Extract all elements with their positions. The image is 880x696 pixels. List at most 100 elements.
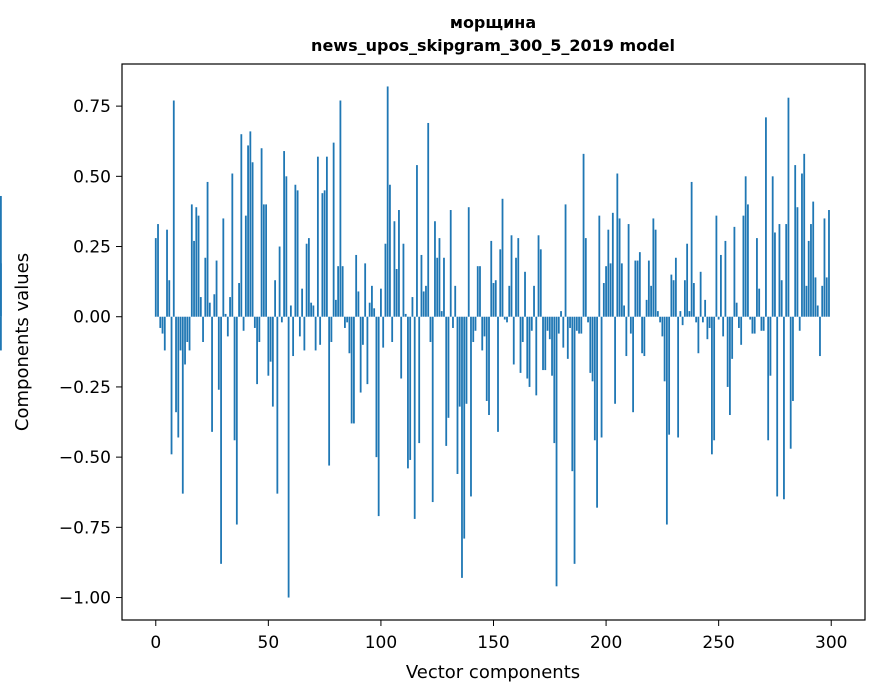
bar-285 (796, 207, 799, 317)
bar-148 (488, 316, 490, 416)
bar-123 (431, 316, 434, 503)
bar-224 (659, 316, 662, 323)
bar-133 (454, 285, 457, 317)
bar-107 (395, 268, 398, 317)
bar-207 (620, 263, 623, 317)
bar-199 (602, 283, 605, 317)
bar-67 (305, 243, 308, 317)
bar-144 (479, 266, 481, 317)
bar-49 (265, 204, 267, 317)
bar-32 (226, 316, 229, 337)
bar-74 (321, 193, 324, 317)
bar-181 (562, 316, 565, 348)
bar-197 (598, 215, 601, 317)
bar-30 (222, 218, 225, 317)
y-tick-label--1: −1.00 (59, 589, 111, 609)
bar-89 (355, 254, 358, 317)
bar-195 (593, 316, 596, 441)
bar-265 (751, 316, 754, 334)
bar-234 (681, 316, 684, 326)
bar-56 (280, 316, 283, 323)
bar-286 (798, 316, 801, 331)
bar-149 (490, 240, 493, 317)
bar-45 (256, 316, 258, 385)
bar-183 (566, 316, 569, 359)
x-axis-label: Vector components (406, 662, 580, 683)
bar-43 (251, 162, 254, 317)
bar-152 (497, 316, 499, 432)
bar-68 (307, 238, 310, 317)
bar-209 (625, 316, 628, 357)
bar-65 (301, 288, 304, 317)
bar-112 (407, 316, 409, 469)
bar-298 (825, 277, 828, 317)
bar-228 (668, 316, 671, 435)
bar-101 (382, 316, 385, 348)
bar-158 (510, 235, 513, 317)
bar-44 (253, 316, 256, 328)
y-axis-ticks: 0.75 0.50 0.25 0.00 −0.25 −0.50 −0.75 −1.00 (59, 97, 122, 609)
bar-93 (364, 263, 367, 317)
bar-6 (168, 280, 171, 317)
bar-36 (235, 316, 238, 525)
bar-227 (665, 316, 668, 525)
chart-title: морщина (450, 13, 536, 32)
y-tick-label--0.75: −0.75 (59, 518, 111, 538)
bar-108 (398, 210, 400, 317)
bar-232 (677, 316, 680, 438)
bar-196 (596, 316, 598, 508)
bar-126 (438, 238, 441, 317)
bar-14 (186, 316, 189, 342)
bar-111 (404, 313, 407, 317)
bar-240 (695, 316, 698, 323)
bar-167 (530, 316, 533, 331)
bar-263 (747, 204, 749, 317)
bar-159 (512, 316, 515, 365)
x-tick-label-0: 0 (150, 633, 161, 653)
bar-257 (733, 226, 736, 317)
bar-46 (258, 316, 261, 342)
bar-145 (481, 316, 484, 351)
bar-233 (679, 311, 682, 317)
bar-2 (159, 316, 162, 328)
bar-115 (413, 316, 416, 519)
bar-66 (303, 316, 306, 351)
bar-147 (485, 316, 488, 401)
bar-undefined (0, 316, 2, 351)
bar-122 (429, 316, 432, 342)
bar-191 (584, 238, 587, 317)
bar-261 (742, 215, 745, 317)
bar-225 (661, 316, 664, 337)
bar-173 (544, 316, 547, 371)
bar-214 (636, 260, 639, 317)
bar-75 (323, 190, 326, 317)
bar-50 (267, 316, 270, 376)
bar-150 (492, 283, 495, 317)
bar-128 (443, 257, 445, 317)
bar-266 (753, 316, 756, 334)
bar-61 (292, 316, 295, 357)
bar-117 (418, 316, 421, 444)
bar-174 (546, 316, 549, 331)
bar-192 (587, 316, 589, 323)
bar-289 (805, 285, 808, 317)
bar-177 (553, 316, 556, 444)
bar-13 (184, 316, 186, 365)
bar-37 (238, 283, 240, 317)
bar-83 (341, 266, 344, 317)
bar-295 (819, 316, 821, 357)
bar-182 (564, 204, 567, 317)
bar-156 (506, 316, 508, 323)
bar-125 (436, 257, 439, 317)
bar-255 (729, 316, 731, 416)
bar-39 (242, 316, 245, 331)
bar-102 (384, 243, 387, 317)
bar-26 (213, 294, 216, 317)
bar-202 (609, 263, 612, 317)
bar-8 (172, 100, 175, 317)
bar-164 (524, 271, 526, 317)
bar-293 (814, 277, 817, 317)
bar-undefined (0, 263, 2, 317)
bar-24 (208, 302, 211, 317)
bar-35 (233, 316, 236, 441)
